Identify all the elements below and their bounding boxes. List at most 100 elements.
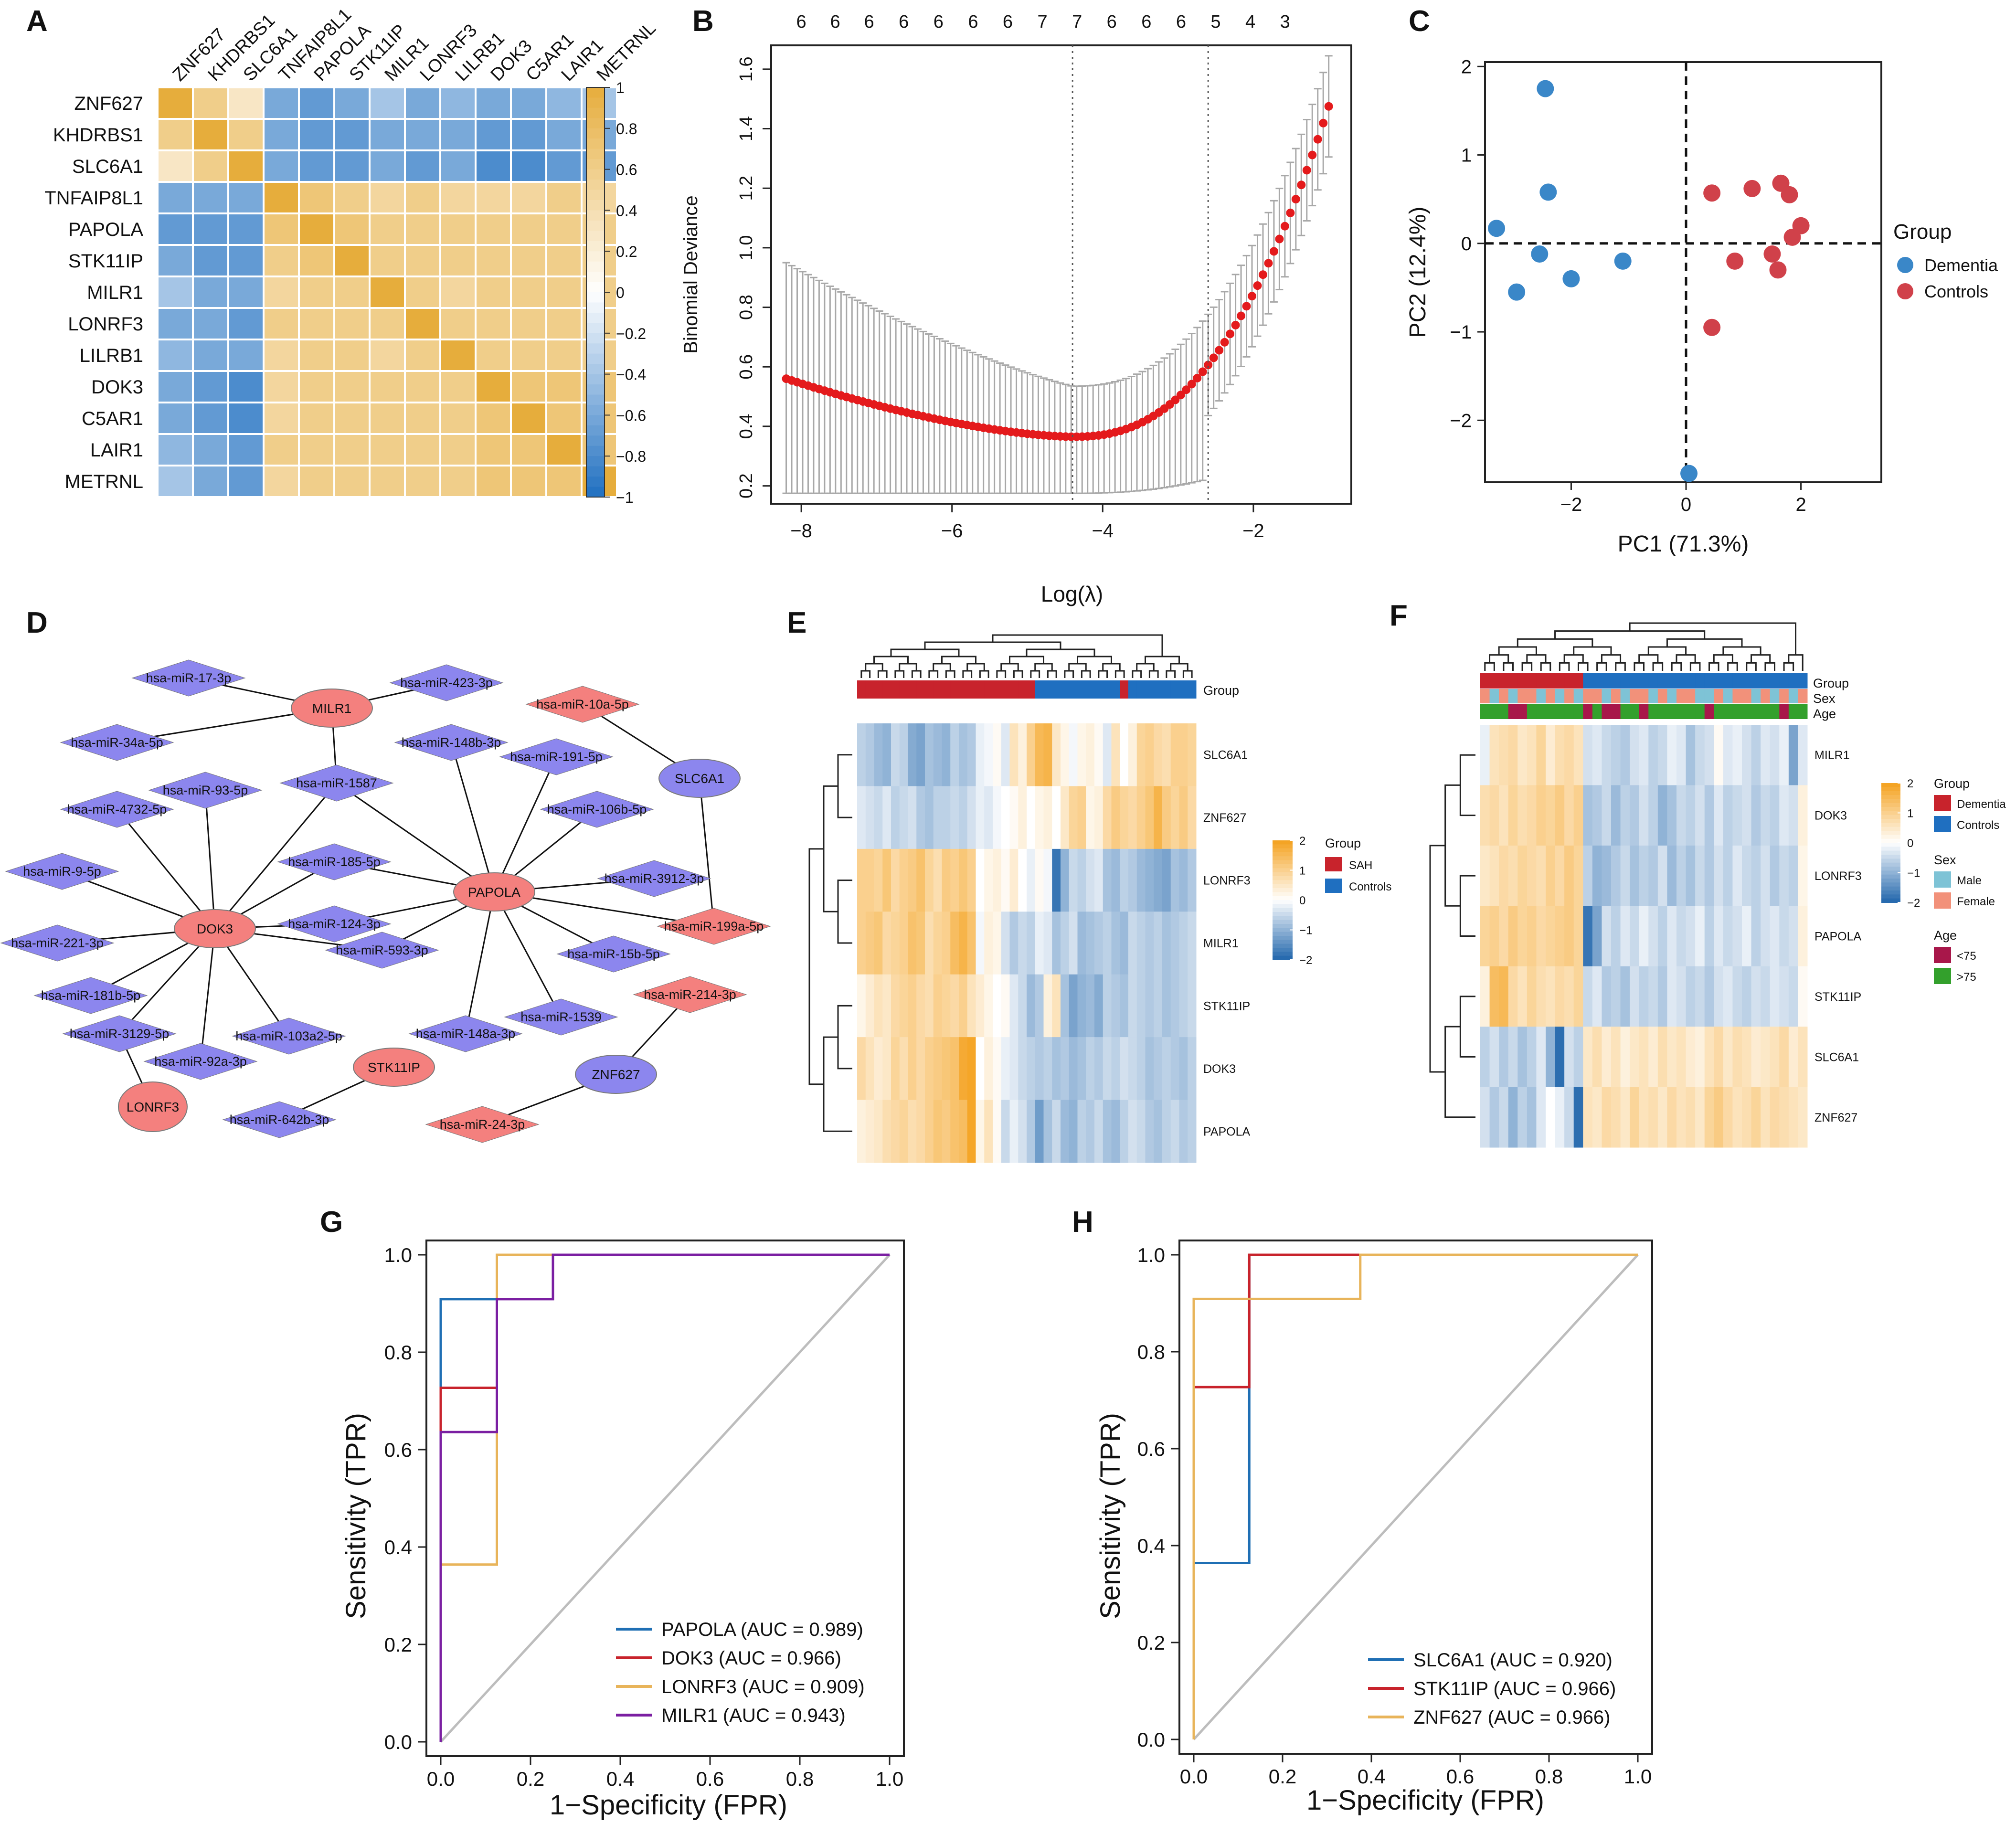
f-column-dendrogram-branch bbox=[1573, 646, 1612, 655]
d-node-label: hsa-miR-103a2-5p bbox=[235, 1029, 342, 1043]
e-heatmap-cell bbox=[950, 723, 959, 786]
a-colorbar-gradient-step bbox=[586, 404, 605, 416]
e-colorbar-gradient-step bbox=[1273, 932, 1293, 936]
e-heatmap-cell bbox=[916, 848, 925, 912]
d-node-label: hsa-miR-124-3p bbox=[288, 917, 381, 931]
f-heatmap-cell bbox=[1798, 906, 1808, 967]
e-group-annotation-cell bbox=[1128, 680, 1137, 699]
g-x-tick-label: 0.8 bbox=[786, 1768, 814, 1790]
e-heatmap-cell bbox=[882, 723, 891, 786]
f-colorbar-gradient-step bbox=[1881, 850, 1900, 855]
e-heatmap-cell bbox=[1170, 723, 1179, 786]
a-heatmap-cell bbox=[475, 212, 512, 246]
f-heatmap-cell bbox=[1788, 1087, 1798, 1148]
e-heatmap-cell bbox=[1179, 1100, 1188, 1163]
e-heatmap-cell bbox=[1145, 1037, 1154, 1101]
f-heatmap-cell bbox=[1611, 966, 1621, 1027]
f-heatmap-cell bbox=[1779, 725, 1789, 785]
e-heatmap-cell bbox=[1128, 974, 1137, 1038]
e-heatmap-cell bbox=[1035, 912, 1044, 975]
e-heatmap-cell bbox=[1111, 1100, 1120, 1163]
a-colorbar-tick-label: −0.6 bbox=[616, 407, 646, 424]
e-column-dendrogram-branch bbox=[873, 656, 909, 664]
e-group-annotation-cell bbox=[857, 680, 866, 699]
e-heatmap-cell bbox=[984, 848, 993, 912]
f-heatmap-cell bbox=[1508, 906, 1518, 967]
b-deviance-point bbox=[1258, 270, 1267, 279]
f-group-annotation-cell bbox=[1667, 673, 1677, 689]
f-age-annotation-cell bbox=[1648, 704, 1658, 719]
d-node-mirna bbox=[499, 738, 614, 775]
a-heatmap-cell bbox=[404, 212, 441, 246]
e-colorbar-gradient-step bbox=[1273, 928, 1293, 933]
panel-letter-d: D bbox=[26, 606, 48, 639]
e-heatmap-cell bbox=[916, 974, 925, 1038]
e-heatmap-cell bbox=[967, 1037, 976, 1101]
e-heatmap-cell bbox=[874, 848, 883, 912]
f-heatmap-cell bbox=[1546, 725, 1556, 785]
f-sex-annotation-cell bbox=[1602, 689, 1612, 703]
a-heatmap-cell bbox=[545, 465, 583, 498]
f-age-annotation-cell bbox=[1583, 704, 1593, 719]
e-row-label: PAPOLA bbox=[1203, 1125, 1251, 1138]
e-column-dendrogram-branch bbox=[899, 663, 917, 671]
a-colorbar-tick-label: 0 bbox=[616, 284, 625, 301]
a-heatmap-cell bbox=[475, 465, 512, 498]
f-heatmap-cell bbox=[1499, 1027, 1509, 1088]
d-node-mirna bbox=[0, 924, 115, 962]
h-x-tick-label: 0.4 bbox=[1358, 1765, 1385, 1788]
f-heatmap-cell bbox=[1517, 966, 1528, 1027]
f-sex-annotation-cell bbox=[1714, 689, 1724, 703]
f-age-annotation-cell bbox=[1798, 704, 1808, 719]
panel-letter-h: H bbox=[1072, 1206, 1093, 1239]
f-heatmap-cell bbox=[1517, 785, 1528, 846]
a-colorbar-gradient-step bbox=[586, 200, 605, 211]
e-group-annotation-cell bbox=[1111, 680, 1120, 699]
g-x-tick-label: 0.6 bbox=[696, 1768, 724, 1790]
f-annotation-row-label: Sex bbox=[1813, 691, 1836, 706]
f-heatmap-cell bbox=[1751, 725, 1761, 785]
e-heatmap-cell bbox=[1018, 1037, 1027, 1101]
e-heatmap-cell bbox=[1009, 1037, 1019, 1101]
e-heatmap-cell bbox=[1103, 974, 1112, 1038]
e-heatmap-cell bbox=[976, 1100, 985, 1163]
f-heatmap-cell bbox=[1798, 845, 1808, 906]
f-heatmap-cell bbox=[1695, 1027, 1705, 1088]
f-legend-swatch bbox=[1934, 947, 1951, 963]
e-heatmap-cell bbox=[1188, 912, 1197, 975]
e-heatmap-cell bbox=[865, 848, 874, 912]
a-colorbar-gradient-step bbox=[586, 487, 605, 498]
a-colorbar-gradient-step bbox=[586, 118, 605, 129]
c-legend-marker-dementia bbox=[1897, 257, 1913, 273]
e-heatmap-cell bbox=[925, 912, 934, 975]
e-heatmap-cell bbox=[976, 848, 985, 912]
f-column-dendrogram-branch bbox=[1554, 630, 1706, 639]
f-group-annotation-cell bbox=[1573, 673, 1583, 689]
f-group-annotation-cell bbox=[1611, 673, 1621, 689]
e-heatmap-cell bbox=[1043, 786, 1052, 849]
d-node-mirna bbox=[277, 905, 392, 943]
a-heatmap-cell bbox=[298, 307, 335, 340]
e-column-dendrogram-branch bbox=[1170, 663, 1188, 671]
e-heatmap-cell bbox=[865, 912, 874, 975]
a-heatmap-cell bbox=[545, 86, 583, 120]
f-row-dendrogram-branch bbox=[1429, 845, 1445, 1073]
a-heatmap-cell bbox=[369, 339, 406, 372]
f-legend-swatch bbox=[1934, 892, 1951, 909]
a-colorbar-tick-label: 0.6 bbox=[616, 161, 637, 179]
f-sex-annotation-cell bbox=[1657, 689, 1667, 703]
e-heatmap-cell bbox=[976, 974, 985, 1038]
f-heatmap-cell bbox=[1639, 966, 1649, 1027]
e-heatmap-cell bbox=[1018, 786, 1027, 849]
f-heatmap-cell bbox=[1751, 1087, 1761, 1148]
f-heatmap-cell bbox=[1517, 906, 1528, 967]
e-heatmap-cell bbox=[865, 723, 874, 786]
e-group-annotation-cell bbox=[916, 680, 925, 699]
b-deviance-point bbox=[1280, 222, 1289, 231]
e-heatmap-cell bbox=[1001, 1100, 1010, 1163]
e-colorbar-gradient-step bbox=[1273, 908, 1293, 912]
f-heatmap-cell bbox=[1611, 1087, 1621, 1148]
f-group-annotation-cell bbox=[1480, 673, 1490, 689]
d-node-mirna bbox=[657, 908, 771, 945]
f-heatmap-cell bbox=[1527, 1027, 1537, 1088]
